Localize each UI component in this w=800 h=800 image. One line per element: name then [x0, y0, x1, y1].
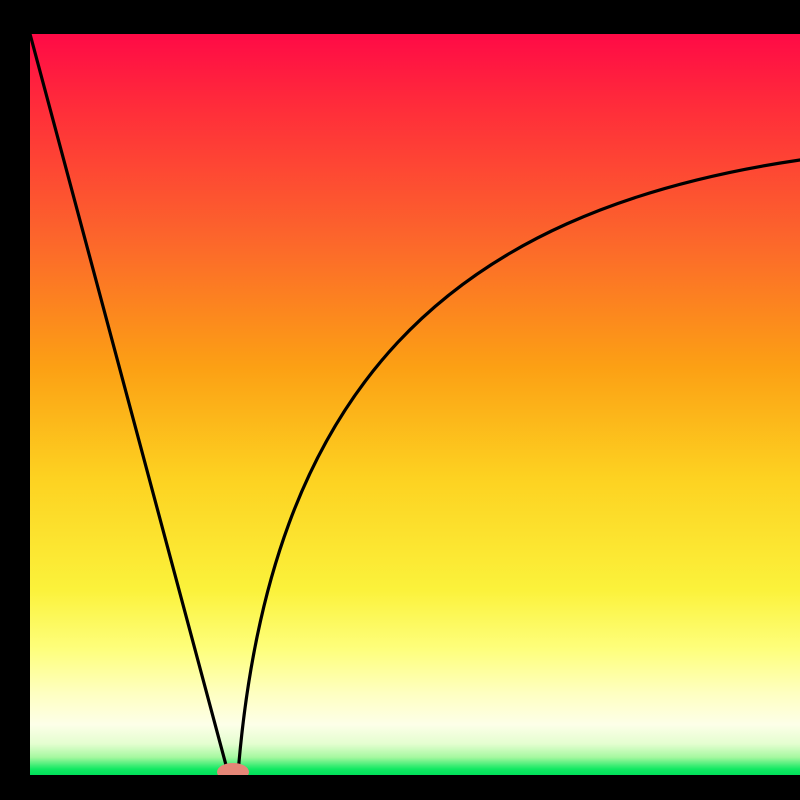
optimal-point-marker	[217, 763, 249, 775]
bottleneck-curve	[30, 34, 800, 775]
chart-plot-area	[30, 34, 800, 775]
